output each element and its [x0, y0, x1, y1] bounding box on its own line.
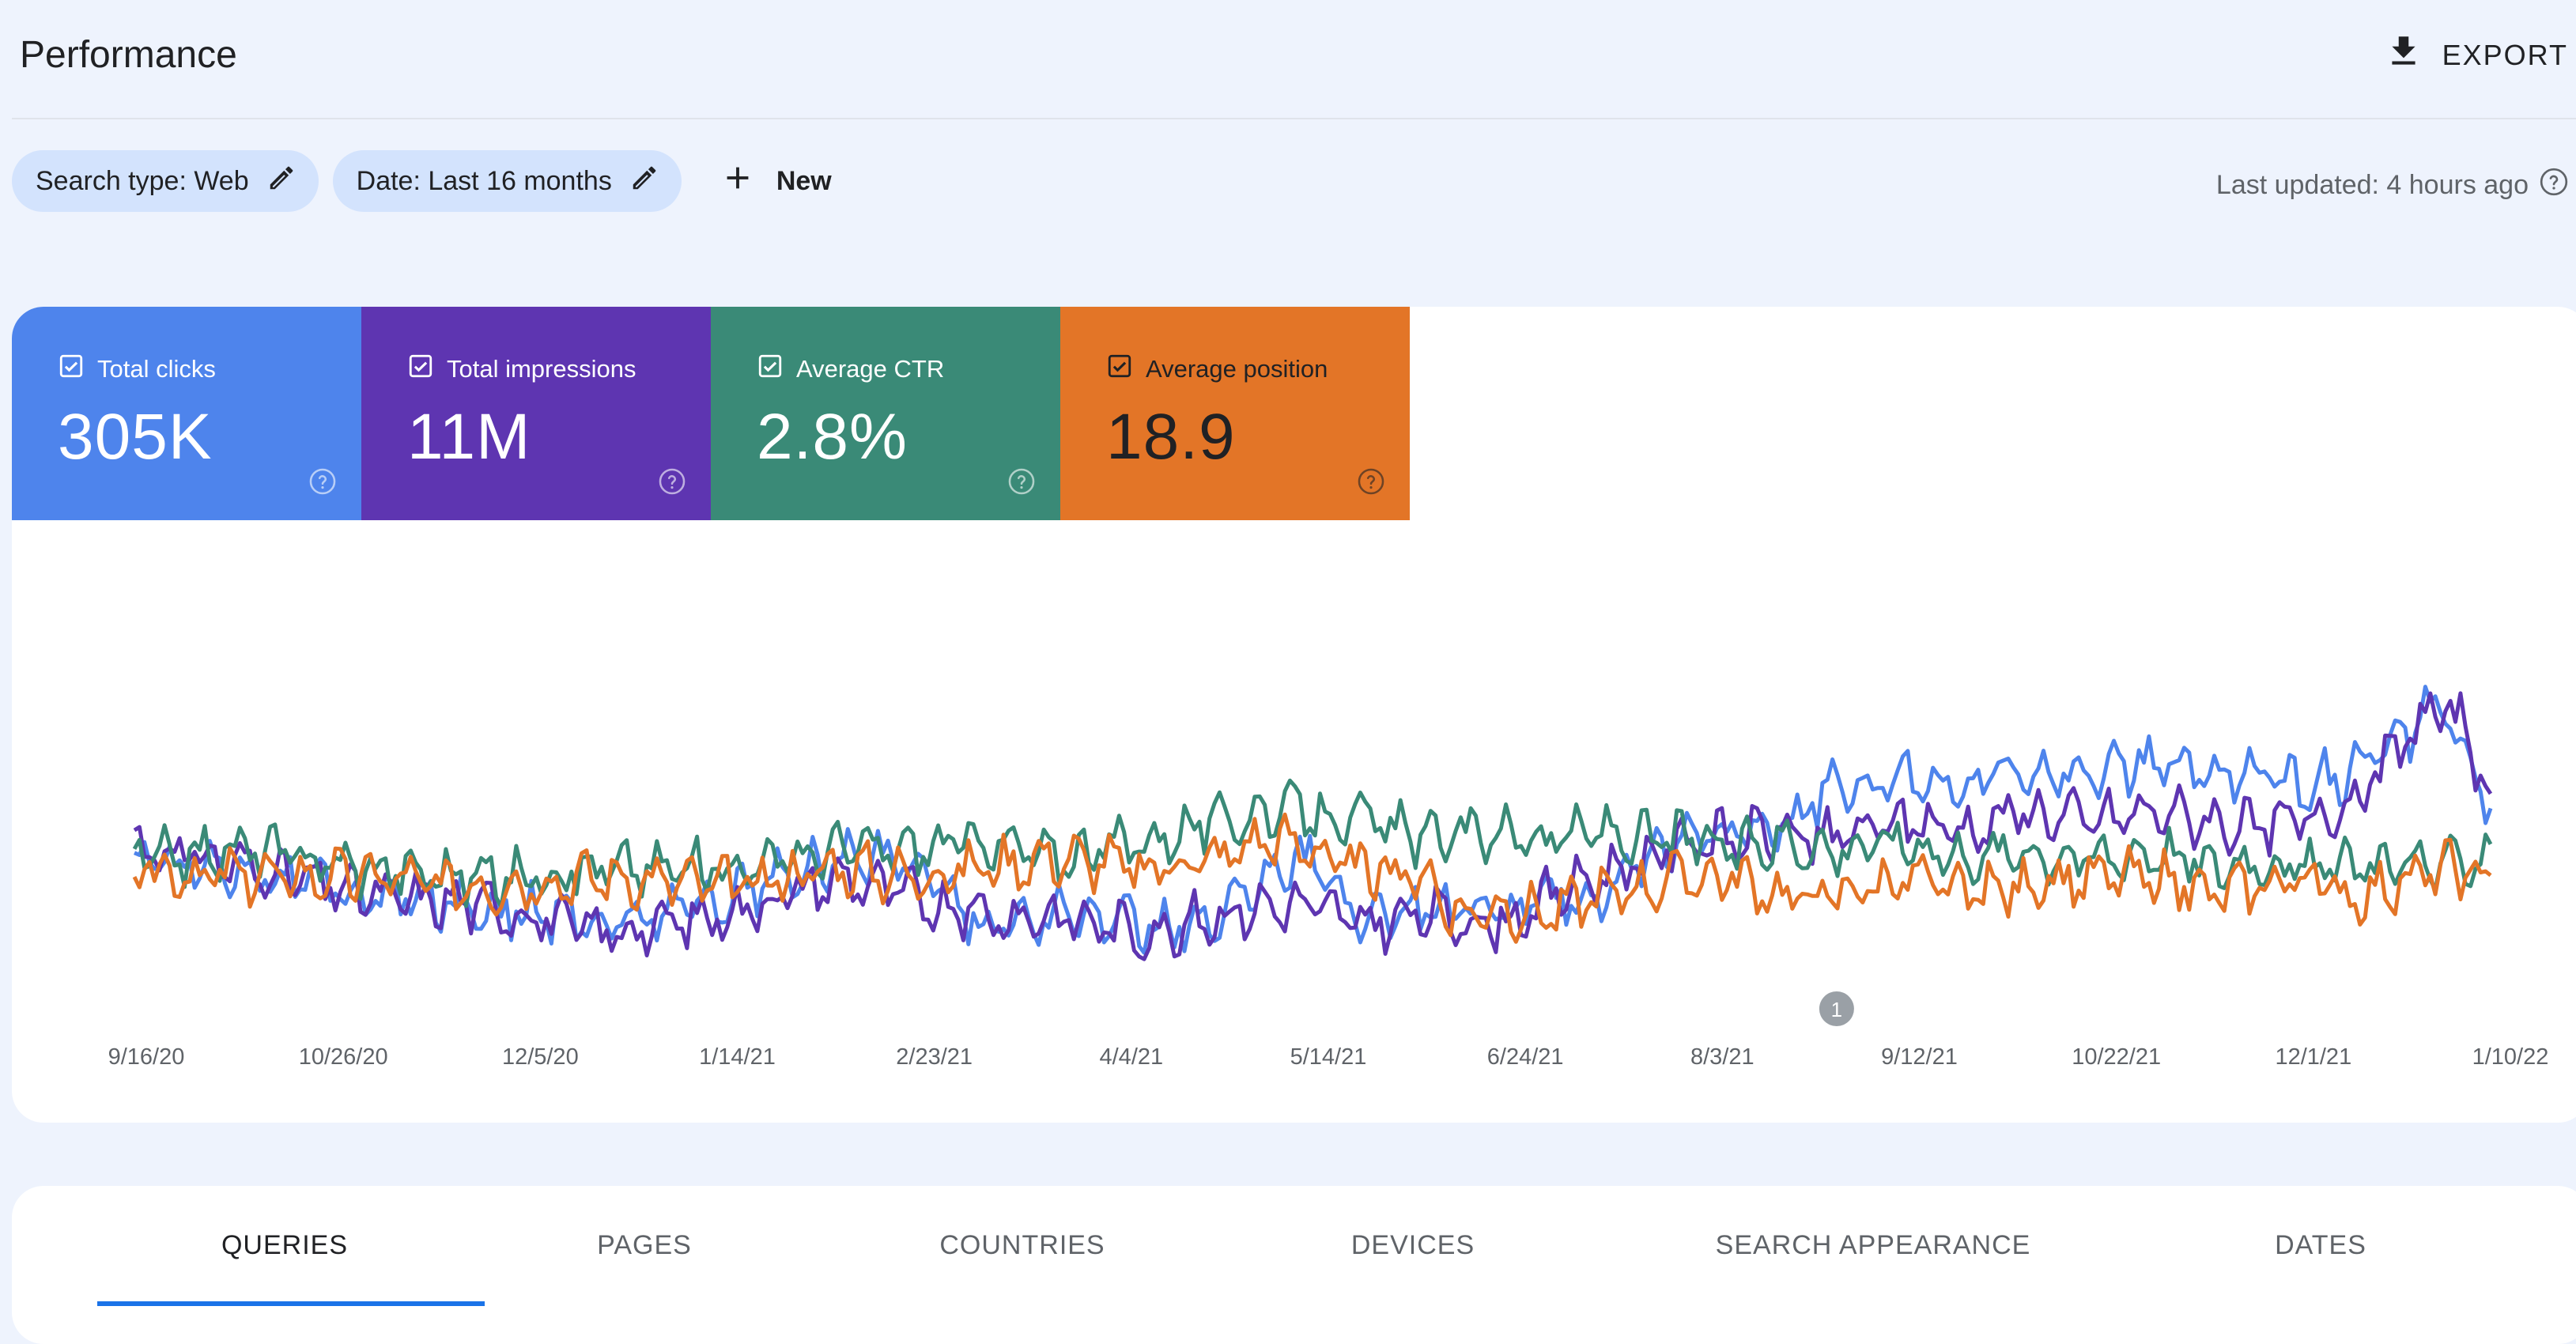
performance-line-chart[interactable]: 9/16/20 10/26/20 12/5/20 1/14/21 2/23/21 4/4/… [12, 307, 2574, 1123]
series-line-total-impressions [133, 691, 2493, 961]
x-tick-label: 1/10/22 [2472, 1044, 2549, 1070]
help-icon[interactable] [1007, 466, 1037, 496]
x-tick-label: 10/26/20 [299, 1044, 388, 1070]
pencil-icon[interactable] [266, 163, 297, 200]
metric-value: 11M [407, 401, 531, 473]
export-button[interactable]: EXPORT [2384, 32, 2568, 78]
metric-label: Average CTR [796, 355, 945, 383]
annotation-marker[interactable]: 1 [1819, 991, 1854, 1026]
help-icon[interactable] [2538, 166, 2570, 205]
x-tick-label: 1/14/21 [699, 1044, 776, 1070]
x-tick-label: 5/14/21 [1290, 1044, 1367, 1070]
dimension-tabs-card: QUERIES PAGES COUNTRIES DEVICES SEARCH A… [12, 1186, 2576, 1344]
pencil-icon[interactable] [629, 163, 659, 200]
metric-label: Total clicks [97, 355, 216, 383]
search-type-filter-label: Search type: Web [36, 165, 249, 196]
metric-value: 18.9 [1106, 401, 1236, 473]
tab-queries[interactable]: QUERIES [221, 1230, 349, 1260]
page-title: Performance [20, 34, 237, 76]
new-filter-button[interactable]: New [720, 160, 832, 203]
tab-devices[interactable]: DEVICES [1350, 1230, 1475, 1260]
metric-card-average-ctr[interactable]: Average CTR 2.8% [711, 307, 1060, 520]
last-updated-text: Last updated: 4 hours ago [2215, 170, 2529, 200]
x-tick-label: 8/3/21 [1690, 1044, 1754, 1070]
series-line-average-position [132, 812, 2492, 944]
date-filter-chip[interactable]: Date: Last 16 months [332, 150, 682, 212]
checkbox-icon[interactable] [757, 353, 784, 386]
x-tick-label: 2/23/21 [896, 1044, 973, 1070]
metric-card-total-impressions[interactable]: Total impressions 11M [361, 307, 711, 520]
date-filter-label: Date: Last 16 months [356, 165, 612, 196]
download-icon [2384, 32, 2423, 78]
tab-countries[interactable]: COUNTRIES [939, 1230, 1105, 1260]
svg-text:1: 1 [1831, 998, 1842, 1021]
header-divider [12, 118, 2576, 119]
metric-card-total-clicks[interactable]: Total clicks 305K [12, 307, 361, 520]
x-tick-label: 6/24/21 [1487, 1044, 1564, 1070]
metric-cards: Total clicks 305K Total impressions 11M … [12, 307, 1410, 520]
metric-card-average-position[interactable]: Average position 18.9 [1060, 307, 1410, 520]
search-type-filter-chip[interactable]: Search type: Web [12, 150, 319, 212]
export-label: EXPORT [2442, 38, 2568, 71]
tab-dates[interactable]: DATES [2275, 1230, 2366, 1260]
x-tick-label: 12/5/20 [502, 1044, 579, 1070]
x-tick-label: 9/12/21 [1881, 1044, 1958, 1070]
x-tick-label: 10/22/21 [2072, 1044, 2161, 1070]
help-icon[interactable] [308, 466, 338, 496]
filter-bar: Search type: Web Date: Last 16 months Ne… [12, 150, 832, 212]
help-icon[interactable] [657, 466, 687, 496]
checkbox-icon[interactable] [58, 353, 85, 386]
metric-label: Average position [1146, 355, 1328, 383]
help-icon[interactable] [1356, 466, 1386, 496]
series-line-average-ctr [132, 778, 2493, 909]
performance-chart-card: Total clicks 305K Total impressions 11M … [12, 307, 2576, 1123]
active-tab-indicator [97, 1301, 485, 1306]
checkbox-icon[interactable] [407, 353, 434, 386]
x-tick-label: 12/1/21 [2275, 1044, 2351, 1070]
metric-value: 305K [58, 401, 213, 473]
tab-search-appearance[interactable]: SEARCH APPEARANCE [1715, 1230, 2031, 1260]
checkbox-icon[interactable] [1106, 353, 1133, 386]
x-tick-label: 9/16/20 [108, 1044, 185, 1070]
tab-pages[interactable]: PAGES [597, 1230, 692, 1260]
new-filter-label: New [776, 165, 832, 196]
x-tick-label: 4/4/21 [1100, 1044, 1164, 1070]
metric-value: 2.8% [757, 401, 908, 473]
plus-icon [720, 160, 756, 203]
metric-label: Total impressions [447, 355, 636, 383]
last-updated: Last updated: 4 hours ago [2216, 166, 2570, 205]
